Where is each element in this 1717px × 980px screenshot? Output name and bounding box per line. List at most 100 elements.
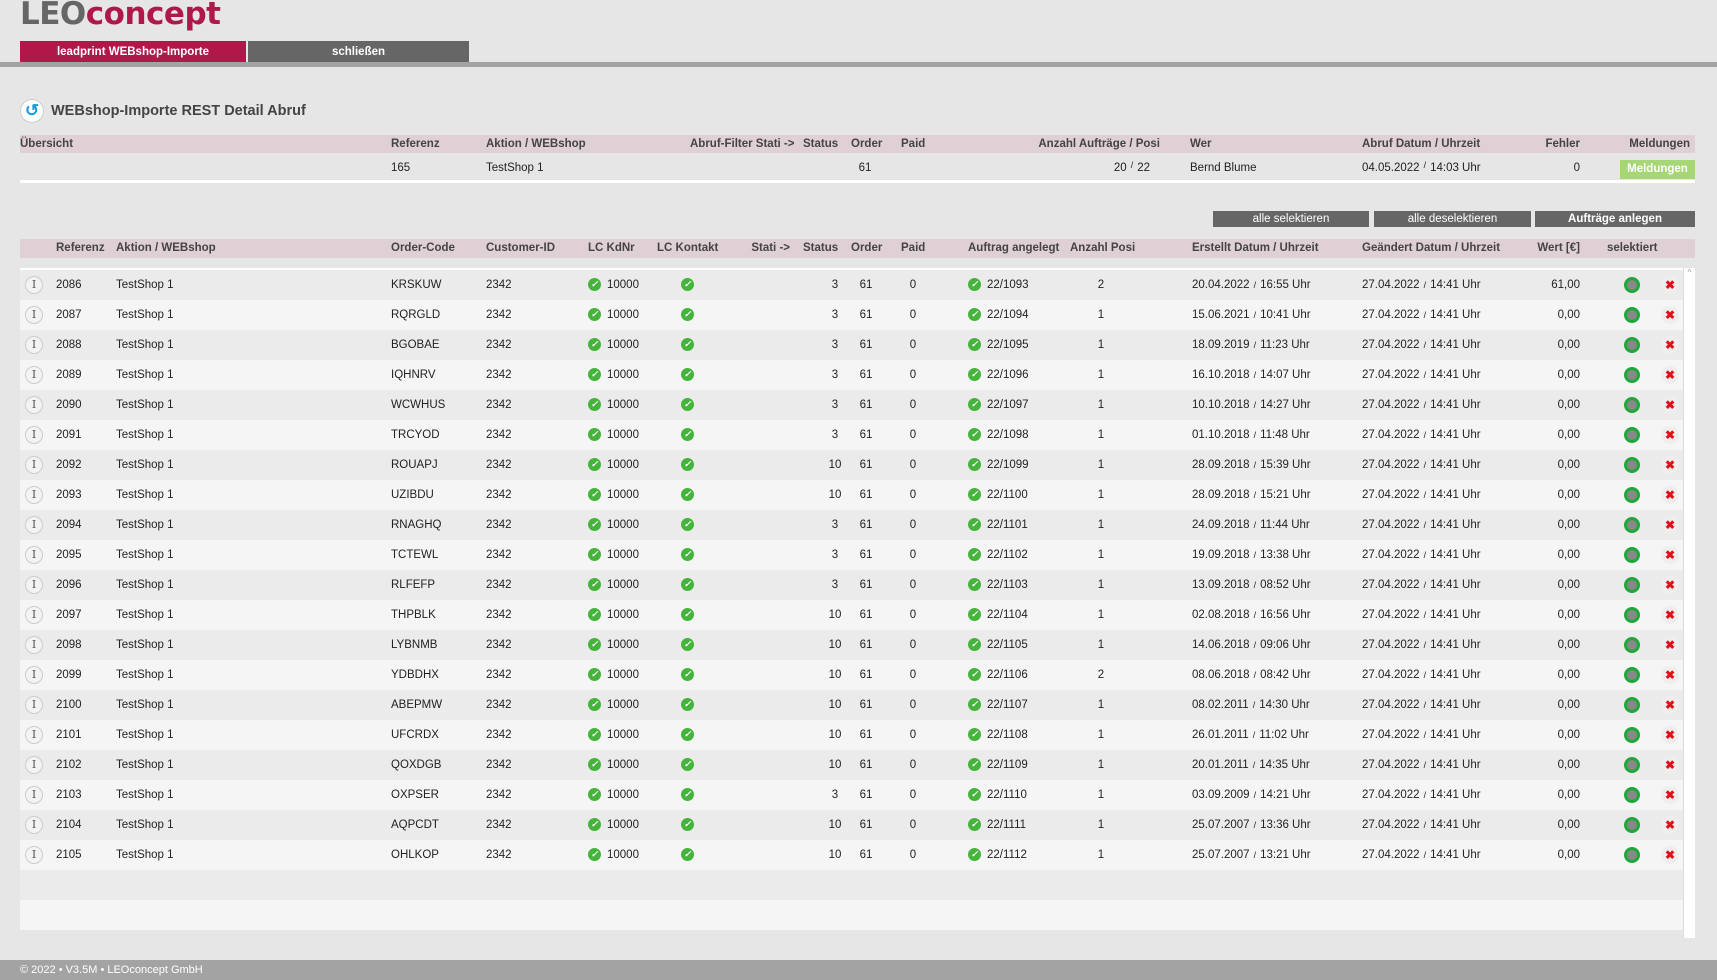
cell-auftrag: ✓ 22/1094	[968, 300, 1029, 330]
cell-auftrag: ✓ 22/1097	[968, 390, 1029, 420]
delete-icon[interactable]: ✖	[1661, 486, 1679, 504]
select-toggle-icon[interactable]	[1624, 727, 1640, 743]
info-button-icon[interactable]: I	[25, 336, 43, 354]
info-button-icon[interactable]: I	[25, 756, 43, 774]
select-toggle-icon[interactable]	[1624, 307, 1640, 323]
delete-icon[interactable]: ✖	[1661, 726, 1679, 744]
delete-icon[interactable]: ✖	[1661, 366, 1679, 384]
scroll-up-icon[interactable]: ^	[1687, 268, 1692, 277]
info-button-icon[interactable]: I	[25, 396, 43, 414]
cell-wert: 0,00	[1557, 489, 1580, 501]
select-toggle-icon[interactable]	[1624, 847, 1640, 863]
select-toggle-icon[interactable]	[1624, 457, 1640, 473]
delete-icon[interactable]: ✖	[1661, 696, 1679, 714]
cell-anzahl-posi: 1	[1097, 549, 1105, 561]
info-button-icon[interactable]: I	[25, 276, 43, 294]
cell-customer-id: 2342	[486, 309, 512, 321]
delete-icon[interactable]: ✖	[1661, 666, 1679, 684]
select-toggle-icon[interactable]	[1624, 637, 1640, 653]
select-toggle-icon[interactable]	[1624, 697, 1640, 713]
delete-icon[interactable]: ✖	[1661, 276, 1679, 294]
select-toggle-icon[interactable]	[1624, 397, 1640, 413]
cell-wert: 0,00	[1557, 729, 1580, 741]
cell-aktion: TestShop 1	[116, 429, 174, 441]
delete-icon[interactable]: ✖	[1661, 846, 1679, 864]
create-orders-button[interactable]: Aufträge anlegen	[1535, 211, 1695, 227]
cell-anzahl-posi: 1	[1097, 369, 1105, 381]
delete-icon[interactable]: ✖	[1661, 306, 1679, 324]
check-icon: ✓	[968, 728, 981, 742]
cell-order-code: RLFEFP	[391, 579, 436, 591]
info-button-icon[interactable]: I	[25, 606, 43, 624]
select-toggle-icon[interactable]	[1624, 787, 1640, 803]
cell-referenz: 2098	[56, 639, 82, 651]
tab-close[interactable]: schließen	[248, 41, 469, 63]
delete-icon[interactable]: ✖	[1661, 336, 1679, 354]
cell-referenz: 2105	[56, 849, 82, 861]
delete-icon[interactable]: ✖	[1661, 516, 1679, 534]
delete-icon[interactable]: ✖	[1661, 606, 1679, 624]
delete-icon[interactable]: ✖	[1661, 756, 1679, 774]
select-toggle-icon[interactable]	[1624, 337, 1640, 353]
select-toggle-icon[interactable]	[1624, 667, 1640, 683]
cell-order-code: RNAGHQ	[391, 519, 442, 531]
info-button-icon[interactable]: I	[25, 486, 43, 504]
select-toggle-icon[interactable]	[1624, 277, 1640, 293]
cell-paid: 0	[909, 699, 917, 711]
cell-aktion: TestShop 1	[116, 639, 174, 651]
cell-lc-kdnr: ✓ 10000	[588, 570, 639, 600]
info-button-icon[interactable]: I	[25, 306, 43, 324]
info-button-icon[interactable]: I	[25, 666, 43, 684]
cell-order-code: OHLKOP	[391, 849, 439, 861]
delete-icon[interactable]: ✖	[1661, 636, 1679, 654]
select-toggle-icon[interactable]	[1624, 547, 1640, 563]
cell-anzahl-posi: 2	[1097, 669, 1105, 681]
info-button-icon[interactable]: I	[25, 786, 43, 804]
info-button-icon[interactable]: I	[25, 546, 43, 564]
info-button-icon[interactable]: I	[25, 426, 43, 444]
cell-anzahl-posi: 1	[1097, 759, 1105, 771]
info-button-icon[interactable]: I	[25, 516, 43, 534]
select-toggle-icon[interactable]	[1624, 817, 1640, 833]
delete-icon[interactable]: ✖	[1661, 546, 1679, 564]
delete-icon[interactable]: ✖	[1661, 786, 1679, 804]
select-toggle-icon[interactable]	[1624, 577, 1640, 593]
select-toggle-icon[interactable]	[1624, 487, 1640, 503]
delete-icon[interactable]: ✖	[1661, 396, 1679, 414]
delete-icon[interactable]: ✖	[1661, 426, 1679, 444]
cell-customer-id: 2342	[486, 399, 512, 411]
delete-icon[interactable]: ✖	[1661, 576, 1679, 594]
select-toggle-icon[interactable]	[1624, 607, 1640, 623]
select-toggle-icon[interactable]	[1624, 427, 1640, 443]
check-icon: ✓	[681, 638, 694, 652]
select-toggle-icon[interactable]	[1624, 757, 1640, 773]
select-all-button[interactable]: alle selektieren	[1213, 211, 1369, 227]
delete-icon[interactable]: ✖	[1661, 816, 1679, 834]
back-refresh-icon[interactable]: ↺	[20, 99, 44, 123]
info-button-icon[interactable]: I	[25, 636, 43, 654]
col-meldungen: Meldungen	[1629, 138, 1690, 150]
table-scrollbar[interactable]: ^	[1683, 268, 1695, 938]
delete-icon[interactable]: ✖	[1661, 456, 1679, 474]
meldungen-button[interactable]: Meldungen	[1620, 160, 1695, 179]
th-auftrag: Auftrag angelegt	[968, 242, 1060, 254]
info-button-icon[interactable]: I	[25, 576, 43, 594]
check-icon: ✓	[588, 548, 601, 562]
info-button-icon[interactable]: I	[25, 726, 43, 744]
info-button-icon[interactable]: I	[25, 816, 43, 834]
cell-status: 3	[831, 369, 839, 381]
tab-webshop-importe[interactable]: leadprint WEBshop-Importe	[20, 41, 246, 63]
cell-status: 10	[828, 819, 842, 831]
info-button-icon[interactable]: I	[25, 696, 43, 714]
select-toggle-icon[interactable]	[1624, 517, 1640, 533]
col-paid: Paid	[901, 138, 926, 150]
info-button-icon[interactable]: I	[25, 366, 43, 384]
select-toggle-icon[interactable]	[1624, 367, 1640, 383]
info-button-icon[interactable]: I	[25, 456, 43, 474]
table-row: I 2095 TestShop 1 TCTEWL 2342 ✓ 10000 ✓ 3 61 0 ✓ 22/…	[20, 540, 1683, 570]
deselect-all-button[interactable]: alle deselektieren	[1374, 211, 1531, 227]
cell-erstellt: 25.07.2007/13:36 Uhr	[1192, 819, 1311, 831]
cell-anzahl-posi: 1	[1097, 699, 1105, 711]
cell-order: 61	[859, 369, 873, 381]
info-button-icon[interactable]: I	[25, 846, 43, 864]
